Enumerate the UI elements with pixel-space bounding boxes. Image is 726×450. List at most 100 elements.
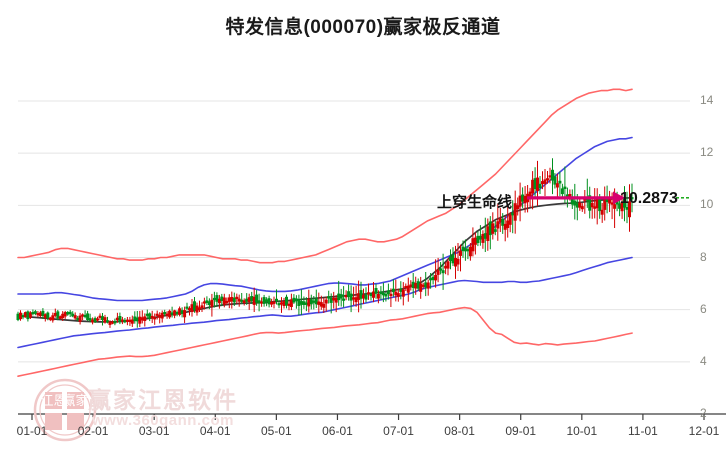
candle-body — [575, 203, 579, 208]
candle-body — [215, 295, 219, 302]
candle-body — [232, 297, 236, 303]
candle-body-fill — [183, 310, 186, 317]
candle-body — [379, 291, 383, 295]
candle-body-fill — [345, 295, 348, 297]
candle-body — [538, 183, 542, 189]
annotation-arrow-head — [613, 191, 625, 205]
candle-body-fill — [203, 301, 206, 304]
candle-body-fill — [394, 292, 397, 295]
candle-body — [220, 296, 224, 302]
candle-body-fill — [283, 301, 285, 306]
candle-body — [364, 294, 368, 300]
candle-body — [56, 311, 60, 319]
candle-body-fill — [24, 312, 27, 317]
candle-body — [386, 290, 390, 295]
candle-body — [304, 302, 308, 305]
candle-body-fill — [529, 192, 532, 198]
candle-body-fill — [377, 294, 380, 299]
candle-body-fill — [404, 286, 407, 288]
candle-body-fill — [64, 312, 67, 316]
candle-body-fill — [447, 261, 449, 269]
candle-body-fill — [196, 306, 198, 312]
y-axis-tick-label: 2 — [700, 406, 707, 420]
candle-body — [71, 313, 75, 317]
candle-body-fill — [352, 297, 355, 300]
candle-body-fill — [427, 283, 430, 289]
candle-body — [560, 188, 564, 195]
candle-body-fill — [104, 317, 106, 322]
candle-body — [416, 281, 420, 289]
candle-body-fill — [481, 234, 484, 243]
candle-body-fill — [419, 284, 422, 292]
candle-body-fill — [434, 275, 437, 280]
candle-body — [41, 310, 45, 316]
candle-body-fill — [628, 201, 631, 217]
candle-body — [339, 294, 343, 299]
candle-body — [493, 229, 497, 232]
candle-body-fill — [486, 226, 489, 241]
candle-body-fill — [218, 299, 221, 303]
candle-body-fill — [603, 200, 606, 210]
candle-body-fill — [161, 313, 164, 318]
candle-body-fill — [109, 322, 111, 325]
candle-body — [476, 235, 480, 243]
candle-body — [337, 293, 341, 301]
candle-body-fill — [332, 298, 335, 300]
candle-body — [26, 311, 30, 320]
candle-body-fill — [414, 283, 417, 288]
candle-body — [563, 186, 567, 190]
candle-body-fill — [36, 313, 39, 315]
candle-body — [623, 198, 626, 208]
candle-body — [309, 299, 313, 305]
candle-body — [106, 320, 109, 323]
candle-body — [381, 292, 385, 296]
candle-body — [429, 278, 433, 281]
candle-body — [327, 296, 331, 299]
candle-body — [262, 297, 266, 304]
candle-body — [33, 311, 37, 314]
x-axis-tick-label: 06-01 — [322, 424, 353, 438]
candle-body-fill — [591, 203, 594, 207]
candlestick-series — [16, 158, 634, 328]
candle-body-fill — [210, 300, 213, 307]
candle-body — [451, 254, 455, 264]
candle-body — [488, 221, 492, 236]
candle-body-fill — [409, 285, 412, 287]
candle-body-fill — [437, 270, 440, 275]
x-axis-tick-label: 03-01 — [138, 424, 170, 438]
candle-body-fill — [191, 304, 193, 312]
candle-body — [553, 176, 557, 185]
candle-body-fill — [225, 301, 228, 303]
candle-body-fill — [143, 316, 146, 321]
candle-body-fill — [188, 308, 191, 310]
candle-body — [521, 194, 525, 202]
candle-body — [240, 299, 244, 302]
candle-body-fill — [549, 175, 551, 177]
page-title: 特发信息(000070)赢家极反通道 — [225, 17, 501, 38]
x-axis-tick-label: 12-01 — [688, 424, 720, 438]
candle-body — [88, 318, 92, 321]
candle-body-fill — [307, 299, 310, 306]
candle-body — [113, 321, 117, 324]
candle-body-fill — [288, 304, 290, 306]
band-line-1 — [17, 136, 633, 302]
candle-body-fill — [223, 298, 226, 305]
candle-body-fill — [230, 297, 233, 301]
candle-body-fill — [166, 314, 169, 316]
candle-body-fill — [506, 221, 509, 228]
candle-body-fill — [74, 315, 77, 318]
candle-body — [431, 276, 435, 281]
candle-body-fill — [516, 205, 519, 209]
candle-body-fill — [44, 314, 47, 318]
candle-body — [86, 313, 90, 320]
candle-body — [250, 296, 254, 302]
candle-body-fill — [601, 210, 604, 215]
candle-body-fill — [357, 293, 360, 300]
candle-body-fill — [59, 316, 62, 319]
candle-body — [483, 233, 487, 239]
candle-body-fill — [372, 292, 375, 298]
candle-body — [212, 297, 216, 301]
candle-body-fill — [397, 293, 400, 297]
candle-body-fill — [228, 297, 231, 302]
